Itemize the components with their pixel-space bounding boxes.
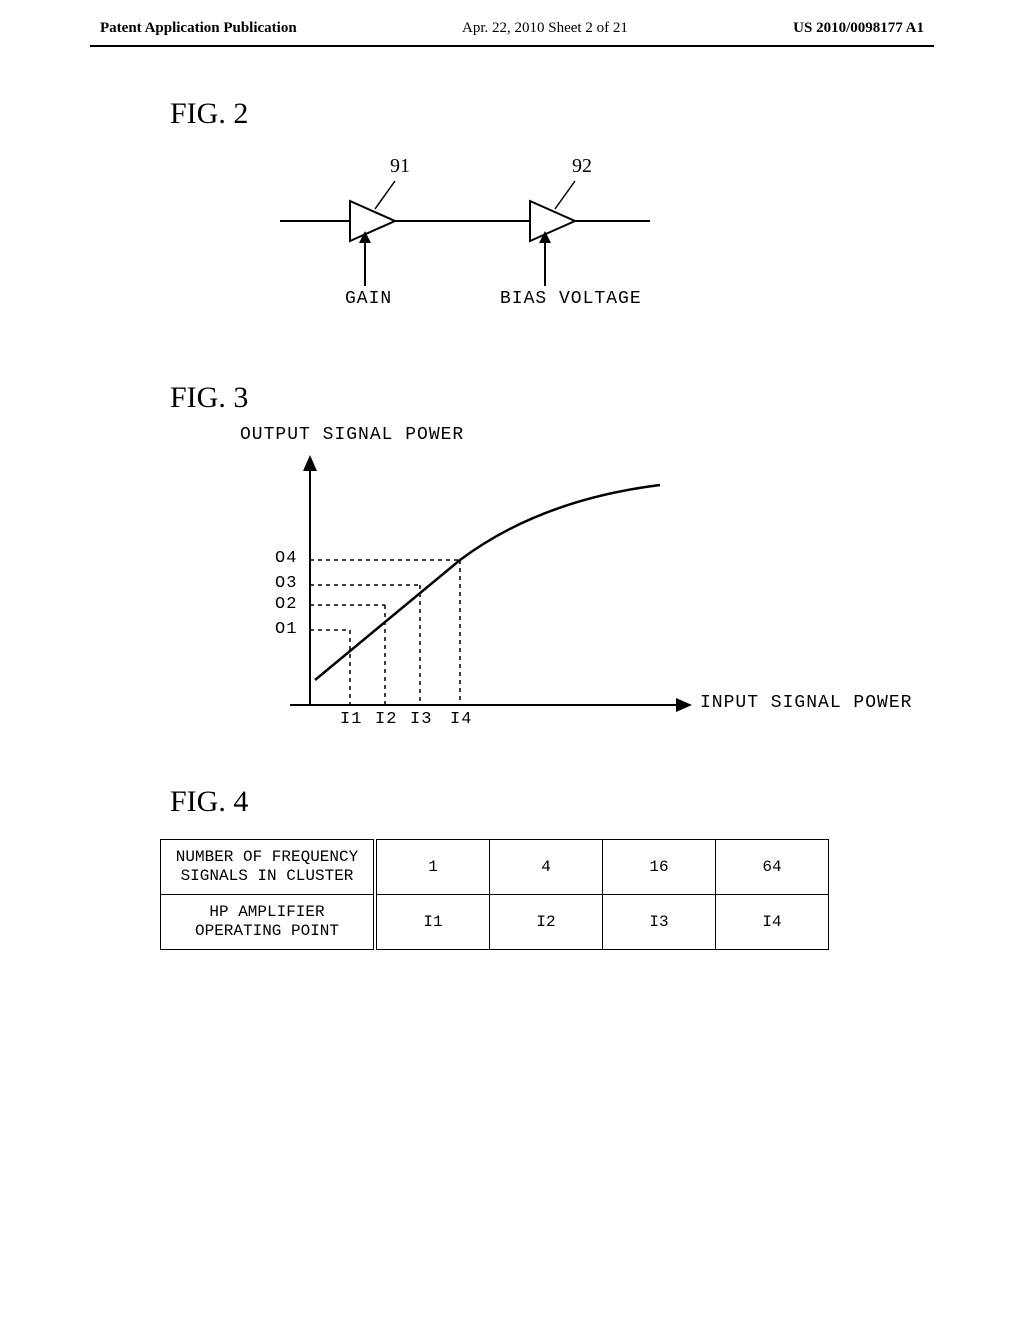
- fig4-table: NUMBER OF FREQUENCY SIGNALS IN CLUSTER 1…: [160, 839, 829, 950]
- fig2-ref-91: 91: [390, 155, 410, 178]
- fig2-bias-label: BIAS VOLTAGE: [500, 289, 642, 309]
- header-rule: [90, 45, 934, 47]
- fig3-xlabel: INPUT SIGNAL POWER: [700, 693, 912, 713]
- fig3-svg: [0, 425, 1024, 765]
- fig3-chart: OUTPUT SIGNAL POWER INPUT SIGNAL POWER O…: [0, 425, 1024, 765]
- fig4-cell: 1: [375, 840, 490, 895]
- fig3-o4: O4: [275, 549, 297, 568]
- fig4-cell: 64: [716, 840, 829, 895]
- fig3-o1: O1: [275, 620, 297, 639]
- fig2-label: FIG. 2: [170, 97, 1024, 131]
- fig2-diagram: 91 92 GAIN BIAS VOLTAGE: [0, 141, 1024, 321]
- page-header: Patent Application Publication Apr. 22, …: [0, 0, 1024, 45]
- fig3-o3: O3: [275, 574, 297, 593]
- header-left: Patent Application Publication: [100, 20, 297, 37]
- fig2-gain-label: GAIN: [345, 289, 392, 309]
- fig3-i2: I2: [375, 710, 397, 729]
- fig2-ref-92: 92: [572, 155, 592, 178]
- header-mid: Apr. 22, 2010 Sheet 2 of 21: [462, 20, 628, 37]
- fig3-o2: O2: [275, 595, 297, 614]
- table-row: NUMBER OF FREQUENCY SIGNALS IN CLUSTER 1…: [161, 840, 829, 895]
- fig4-cell: I4: [716, 895, 829, 950]
- fig4-cell: I1: [375, 895, 490, 950]
- fig4-cell: I3: [603, 895, 716, 950]
- fig4-cell: 16: [603, 840, 716, 895]
- fig4-table-wrap: NUMBER OF FREQUENCY SIGNALS IN CLUSTER 1…: [160, 839, 1024, 950]
- fig3-i1: I1: [340, 710, 362, 729]
- fig4-cell: I2: [490, 895, 603, 950]
- fig3-ylabel: OUTPUT SIGNAL POWER: [240, 425, 464, 445]
- header-right: US 2010/0098177 A1: [793, 20, 924, 37]
- fig3-i4: I4: [450, 710, 472, 729]
- fig3-label: FIG. 3: [170, 381, 1024, 415]
- fig4-cell: 4: [490, 840, 603, 895]
- fig4-row2-header: HP AMPLIFIER OPERATING POINT: [161, 895, 376, 950]
- fig3-i3: I3: [410, 710, 432, 729]
- table-row: HP AMPLIFIER OPERATING POINT I1 I2 I3 I4: [161, 895, 829, 950]
- fig4-row1-header: NUMBER OF FREQUENCY SIGNALS IN CLUSTER: [161, 840, 376, 895]
- fig4-label: FIG. 4: [170, 785, 1024, 819]
